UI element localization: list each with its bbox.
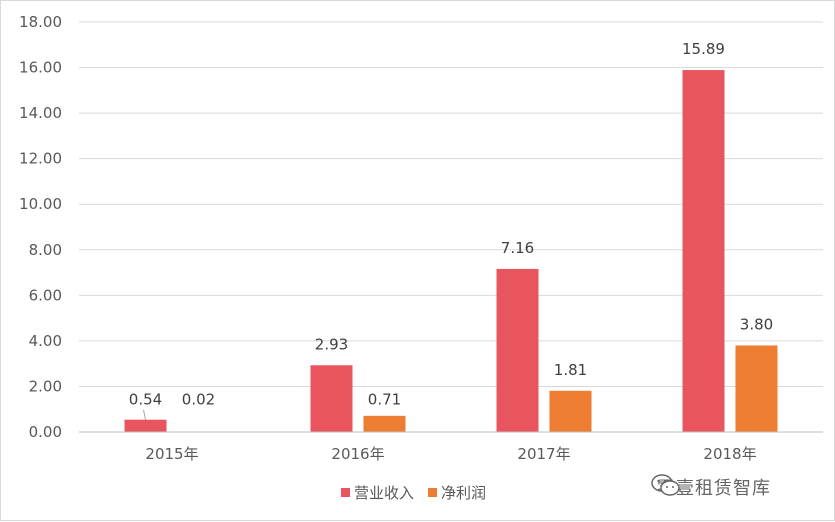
data-label: 1.81	[554, 361, 587, 379]
legend-swatch	[428, 488, 437, 497]
legend-label: 净利润	[441, 484, 486, 502]
data-label: 0.02	[182, 391, 215, 409]
y-tick-label: 12.00	[19, 150, 62, 168]
y-tick-label: 10.00	[19, 195, 62, 213]
x-tick-label: 2017年	[517, 445, 570, 463]
data-label: 3.80	[740, 315, 773, 333]
x-tick-label: 2016年	[331, 445, 384, 463]
x-tick-label: 2018年	[703, 445, 756, 463]
bar-revenue	[497, 269, 539, 432]
bar-net-profit	[736, 345, 778, 432]
legend-label: 营业收入	[354, 484, 414, 502]
data-label: 7.16	[501, 239, 534, 257]
y-tick-label: 8.00	[29, 241, 62, 259]
bar-net-profit	[364, 416, 406, 432]
y-tick-label: 6.00	[29, 286, 62, 304]
y-tick-label: 14.00	[19, 104, 62, 122]
data-label: 15.89	[682, 40, 725, 58]
y-tick-label: 0.00	[29, 423, 62, 441]
y-tick-label: 16.00	[19, 59, 62, 77]
data-label: 0.54	[129, 391, 162, 409]
bar-revenue	[683, 70, 725, 432]
watermark: 零壹租赁智库	[651, 473, 771, 501]
y-tick-label: 2.00	[29, 377, 62, 395]
data-label-leader	[144, 410, 146, 420]
data-label: 2.93	[315, 335, 348, 353]
y-tick-label: 4.00	[29, 332, 62, 350]
y-tick-label: 18.00	[19, 13, 62, 31]
x-tick-label: 2015年	[145, 445, 198, 463]
bar-net-profit	[550, 391, 592, 432]
data-label: 0.71	[368, 391, 401, 409]
bar-revenue	[125, 420, 167, 432]
legend-swatch	[341, 488, 350, 497]
bar-revenue	[311, 365, 353, 432]
